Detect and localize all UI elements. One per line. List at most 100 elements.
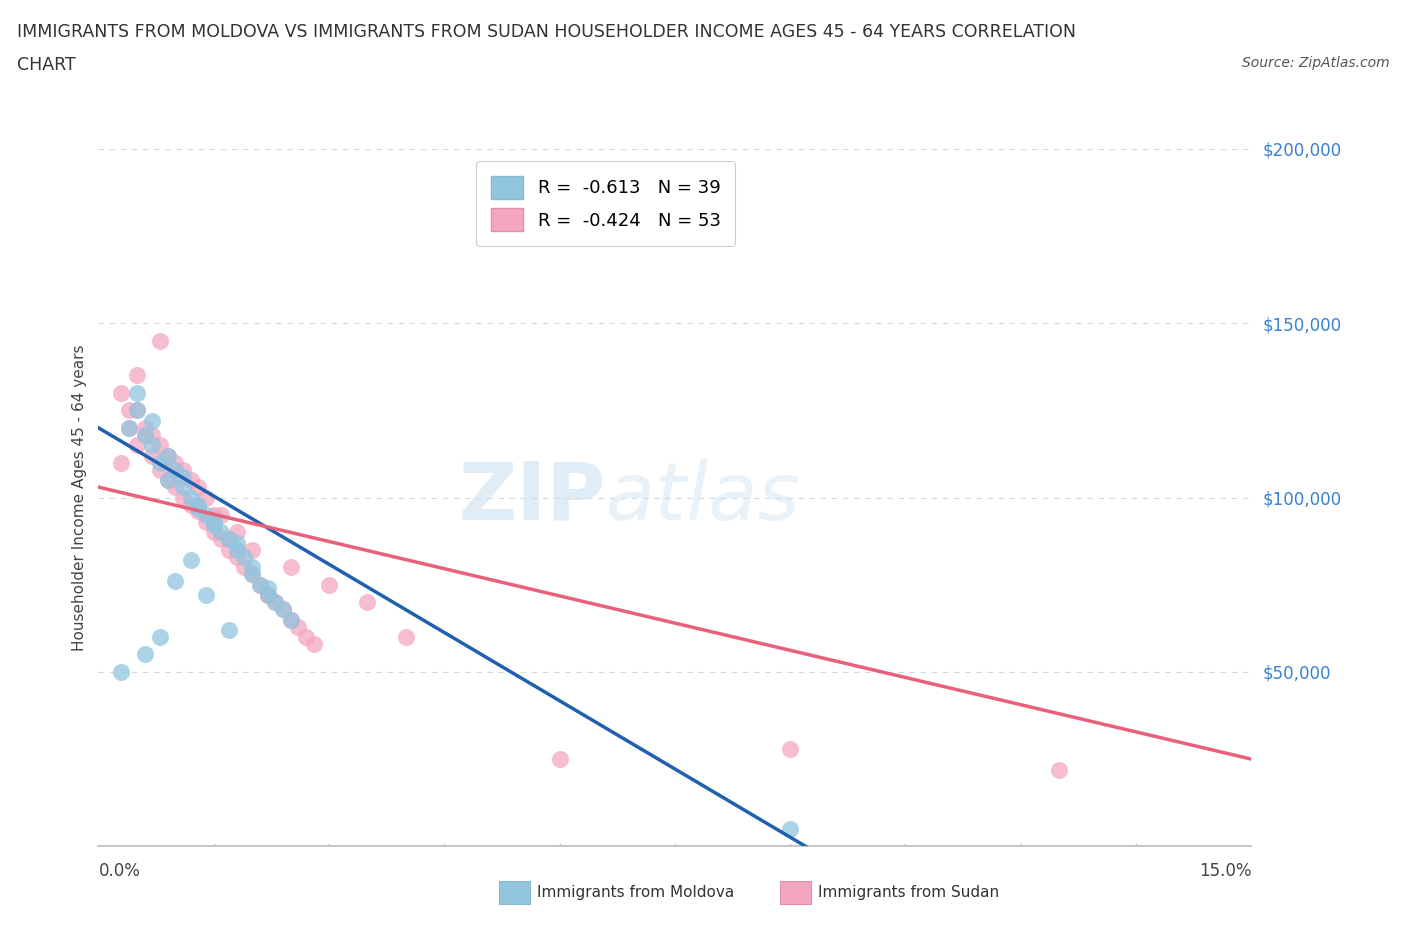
Point	[240, 567, 263, 582]
Point	[218, 542, 240, 557]
Point	[187, 498, 209, 512]
Legend: R =  -0.613   N = 39, R =  -0.424   N = 53: R = -0.613 N = 39, R = -0.424 N = 53	[477, 161, 735, 246]
Text: Immigrants from Sudan: Immigrants from Sudan	[818, 885, 1000, 900]
Point	[187, 500, 209, 515]
Point	[202, 525, 225, 540]
Point	[218, 532, 240, 547]
Point	[134, 420, 156, 435]
Point	[118, 403, 141, 418]
Point	[180, 498, 202, 512]
Point	[202, 518, 225, 533]
Point	[172, 462, 194, 477]
Point	[256, 588, 278, 603]
Point	[271, 602, 294, 617]
Point	[172, 470, 194, 485]
Point	[195, 588, 218, 603]
Point	[209, 508, 232, 523]
Point	[141, 438, 163, 453]
Point	[149, 456, 172, 471]
Point	[110, 665, 132, 680]
Point	[110, 456, 132, 471]
Point	[548, 751, 571, 766]
Point	[195, 490, 218, 505]
Point	[156, 448, 179, 463]
Point	[280, 612, 302, 627]
Point	[271, 602, 294, 617]
Point	[256, 588, 278, 603]
Point	[134, 428, 156, 443]
Text: Source: ZipAtlas.com: Source: ZipAtlas.com	[1241, 56, 1389, 70]
Point	[134, 428, 156, 443]
Point	[125, 438, 148, 453]
Point	[225, 525, 247, 540]
Point	[156, 472, 179, 487]
Point	[187, 504, 209, 519]
Point	[202, 508, 225, 523]
Point	[264, 595, 287, 610]
Point	[149, 438, 172, 453]
Point	[256, 588, 278, 603]
Point	[287, 619, 309, 634]
Point	[202, 514, 225, 529]
Point	[264, 595, 287, 610]
Point	[295, 630, 318, 644]
Point	[209, 525, 232, 540]
Point	[240, 560, 263, 575]
Point	[225, 542, 247, 557]
Point	[149, 333, 172, 348]
Point	[141, 428, 163, 443]
Point	[318, 578, 340, 592]
Point	[110, 386, 132, 401]
Text: 0.0%: 0.0%	[98, 862, 141, 880]
Point	[195, 514, 218, 529]
Point	[125, 403, 148, 418]
Point	[141, 414, 163, 429]
Point	[118, 420, 141, 435]
Point	[249, 578, 271, 592]
Point	[356, 595, 378, 610]
Text: 15.0%: 15.0%	[1199, 862, 1251, 880]
Point	[172, 490, 194, 505]
Point	[180, 552, 202, 567]
Point	[125, 403, 148, 418]
Point	[240, 542, 263, 557]
Text: CHART: CHART	[17, 56, 76, 73]
Point	[118, 420, 141, 435]
Point	[180, 490, 202, 505]
Point	[165, 574, 187, 589]
Point	[395, 630, 418, 644]
Point	[195, 508, 218, 523]
Point	[125, 368, 148, 383]
Text: ZIP: ZIP	[458, 458, 606, 537]
Point	[280, 560, 302, 575]
Point	[134, 647, 156, 662]
Point	[280, 612, 302, 627]
Text: Immigrants from Moldova: Immigrants from Moldova	[537, 885, 734, 900]
Point	[233, 550, 256, 565]
Point	[779, 821, 801, 836]
Point	[249, 578, 271, 592]
Point	[302, 637, 325, 652]
Point	[149, 462, 172, 477]
Point	[125, 386, 148, 401]
Point	[165, 456, 187, 471]
Point	[156, 448, 179, 463]
Point	[180, 472, 202, 487]
Point	[218, 623, 240, 638]
Point	[779, 741, 801, 756]
Point	[225, 536, 247, 551]
Point	[225, 550, 247, 565]
Point	[141, 448, 163, 463]
Point	[240, 567, 263, 582]
Text: atlas: atlas	[606, 458, 800, 537]
Point	[165, 480, 187, 495]
Point	[233, 560, 256, 575]
Point	[218, 532, 240, 547]
Text: IMMIGRANTS FROM MOLDOVA VS IMMIGRANTS FROM SUDAN HOUSEHOLDER INCOME AGES 45 - 64: IMMIGRANTS FROM MOLDOVA VS IMMIGRANTS FR…	[17, 23, 1076, 41]
Y-axis label: Householder Income Ages 45 - 64 years: Householder Income Ages 45 - 64 years	[72, 344, 87, 651]
Point	[165, 462, 187, 477]
Point	[209, 532, 232, 547]
Point	[149, 630, 172, 644]
Point	[156, 472, 179, 487]
Point	[187, 480, 209, 495]
